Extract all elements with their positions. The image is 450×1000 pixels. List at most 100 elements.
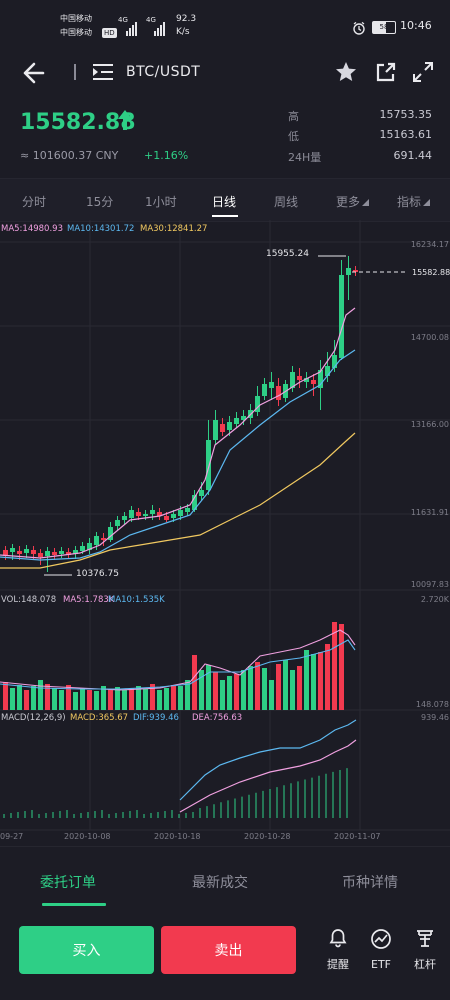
candle-body: [108, 527, 113, 540]
high-marker-label: 15955.24: [266, 249, 309, 259]
volume-bar: [276, 664, 281, 710]
candle-body: [94, 536, 99, 545]
network-1: 4G: [118, 16, 128, 24]
change-percent: +1.16%: [144, 149, 189, 162]
candle-body: [38, 553, 43, 557]
volume-bar: [45, 684, 50, 710]
tab-1hour[interactable]: 1小时: [145, 195, 177, 209]
etf-tool[interactable]: ETF: [363, 928, 399, 971]
back-button[interactable]: [20, 60, 48, 86]
candle-body: [199, 490, 204, 496]
volume-bar: [269, 680, 274, 710]
candle-body: [255, 396, 260, 412]
volume-24h-value: 691.44: [393, 149, 433, 162]
candle-body: [192, 495, 197, 510]
ma30-legend: MA30:12841.27: [140, 224, 208, 234]
ma30-line: [0, 432, 356, 569]
candle-body: [178, 510, 183, 516]
dropdown-triangle-icon: [362, 199, 370, 206]
tab-daily[interactable]: 日线: [212, 195, 237, 209]
pair-list-button[interactable]: [92, 62, 116, 84]
price-axis-label: 11631.91: [410, 508, 449, 517]
expand-icon: [413, 62, 433, 82]
candle-body: [129, 510, 134, 518]
dea-legend: DEA:756.63: [192, 713, 243, 723]
volume-bar: [199, 670, 204, 710]
candle-body: [318, 370, 323, 388]
volume-bar: [178, 686, 183, 710]
candle-body: [262, 384, 267, 396]
candle-body: [87, 543, 92, 550]
battery-icon: 58: [372, 21, 396, 34]
pair-title[interactable]: BTC/USDT: [126, 64, 201, 80]
tab-indicators-label: 指标: [397, 195, 422, 209]
date-label: 09-27: [0, 832, 24, 841]
timeframe-tabs: [0, 178, 450, 222]
sell-button[interactable]: 卖出: [161, 926, 296, 974]
fullscreen-button[interactable]: [412, 61, 436, 85]
candle-body: [66, 552, 71, 555]
tab-orders[interactable]: 委托订单: [40, 875, 96, 891]
menu-list-icon: [93, 64, 113, 80]
tab-latest-trades[interactable]: 最新成交: [192, 875, 248, 891]
leverage-tool[interactable]: 杠杆: [407, 928, 443, 972]
share-icon: [376, 62, 396, 82]
etf-chart-icon: [371, 929, 391, 949]
ma5-legend: MA5:14980.93: [1, 224, 63, 234]
buy-button[interactable]: 买入: [19, 926, 154, 974]
volume-bar: [17, 685, 22, 710]
volume-bar: [206, 665, 211, 710]
volume-bar: [24, 690, 29, 710]
volume-bar: [136, 686, 141, 710]
volume-bar: [122, 690, 127, 710]
volume-bar: [164, 688, 169, 710]
candlesticks: [3, 256, 358, 572]
candle-body: [220, 424, 225, 432]
share-button[interactable]: [374, 60, 400, 86]
volume-bar: [10, 688, 15, 710]
tab-coin-details[interactable]: 币种详情: [342, 875, 398, 891]
favorite-button[interactable]: [334, 60, 360, 86]
bell-icon: [329, 929, 347, 948]
date-label: 2020-10-28: [244, 832, 291, 841]
volume-bar: [255, 662, 260, 710]
volume-bar: [94, 691, 99, 710]
bottom-tabs-divider: [0, 846, 450, 847]
leverage-label: 杠杆: [414, 958, 436, 971]
network-2: 4G: [146, 16, 156, 24]
volume-axis-bottom: 148.078: [415, 700, 449, 709]
volume-ma10-legend: MA10:1.535K: [108, 595, 165, 605]
candle-body: [339, 275, 344, 358]
high-label: 高: [288, 110, 299, 123]
candle-body: [353, 270, 358, 272]
signal-icon-1: [126, 17, 138, 36]
tab-weekly[interactable]: 周线: [274, 195, 299, 209]
moving-average-lines: [0, 307, 356, 569]
grid: [0, 220, 450, 831]
tab-timeshare[interactable]: 分时: [22, 195, 47, 209]
volume-bar: [52, 688, 57, 710]
candle-body: [157, 512, 162, 516]
price-axis-label: 14700.08: [410, 333, 449, 342]
volume-bar: [3, 682, 8, 710]
alert-tool[interactable]: 提醒: [320, 928, 356, 972]
candle-body: [227, 422, 232, 430]
back-arrow-icon: [23, 62, 45, 84]
kline-chart[interactable]: [0, 220, 450, 835]
volume-bar: [87, 690, 92, 710]
last-price: 15582.88: [20, 110, 136, 135]
volume-bar: [262, 668, 267, 710]
hd-badge: HD: [102, 28, 117, 38]
volume-bar: [311, 654, 316, 710]
tab-more[interactable]: 更多: [336, 193, 370, 210]
candle-body: [45, 551, 50, 556]
macd-indicator: [3, 719, 357, 818]
candle-body: [234, 418, 239, 424]
high-value: 15753.35: [379, 108, 433, 121]
candle-body: [164, 516, 169, 520]
candle-body: [213, 420, 218, 440]
tab-indicators[interactable]: 指标: [397, 193, 431, 210]
volume-ma10-line: [0, 639, 356, 690]
volume-bar: [339, 624, 344, 710]
tab-15min[interactable]: 15分: [86, 195, 114, 209]
